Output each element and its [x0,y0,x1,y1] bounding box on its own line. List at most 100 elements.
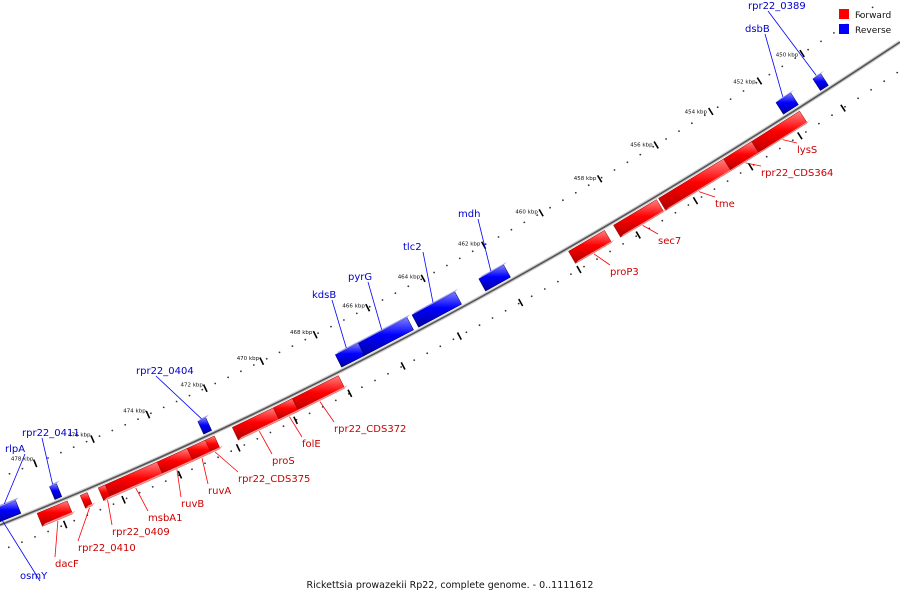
scale-dot [583,265,585,268]
scale-dot [111,429,114,432]
gene-label: ruvA [208,486,231,497]
gene-leader-line [319,401,335,423]
gene-mdh: mdh [458,209,511,292]
scale-dot [613,169,616,171]
gene-pyrG: pyrG [348,272,414,357]
map-caption: Rickettsia prowazekii Rp22, complete gen… [307,580,594,591]
scale-dot [778,147,781,150]
gene-block-bevel [42,510,76,527]
scale-dot [240,370,242,373]
gene-label: msbA1 [148,513,183,524]
scale-dot [726,180,729,183]
scale-dot [150,412,152,415]
major-tick [797,132,803,140]
gene-block-bevel [103,494,114,501]
major-tick [365,303,371,312]
major-tick [312,330,318,339]
scale-dot [60,451,62,454]
gene-ruvA: ruvA [185,439,231,497]
gene-block-bevel [620,208,667,238]
gene-label: proP3 [610,267,639,278]
scale-dot [394,292,397,295]
gene-block-bevel [775,89,794,103]
scale-dot [175,400,178,403]
scale-dot [60,525,63,528]
gene-label: rpr22_CDS372 [334,424,406,435]
major-tick [518,298,524,307]
scale-dot [596,258,598,260]
scale-dot [622,243,624,245]
tick-label: 474 kbp [123,409,146,415]
major-tick [653,141,659,149]
scale-dot [204,462,206,465]
gene-lysS: lysS [749,110,817,156]
scale-dot [742,90,745,92]
scale-dot [536,214,539,217]
scale-dot [562,199,564,202]
gene-leader-line [367,281,383,330]
scale-dot [713,188,716,191]
gene-label: osmY [20,571,48,582]
tick-label: 466 kbp [342,303,365,309]
scale-dot [661,219,664,222]
legend-forward-swatch [839,9,849,19]
tick-label: 478 kbp [11,456,34,462]
scale-dot [138,491,141,494]
gene-label: rpr22_0411 [22,428,80,439]
gene-tlc2: tlc2 [403,242,462,328]
scale-dot [857,97,859,100]
scale-dot [7,546,10,549]
major-tick [145,410,151,419]
scale-dot [452,338,455,341]
scale-dot [600,176,603,179]
scale-dot [517,302,520,305]
major-tick [293,416,299,425]
gene-rpr22_0411: rpr22_0411 [22,428,80,500]
gene-leader-line [3,453,26,505]
gene-osmY: osmY [0,516,48,582]
gene-rpr22_0410: rpr22_0410 [77,492,136,554]
tick-label: 470 kbp [237,356,260,362]
gene-block-bevel [730,150,762,171]
gene-label: rpr22_0409 [112,527,170,538]
scale-dot [833,32,835,34]
gene-leader-line [155,375,202,419]
major-tick [596,174,603,183]
scale-dot [557,280,559,283]
scale-dot [439,345,442,348]
gene-label: folE [302,439,321,450]
scale-dot [755,81,758,84]
scale-dot [407,285,410,288]
scale-dot [818,122,820,125]
major-tick [456,332,462,340]
scale-dot [217,456,220,459]
gene-rpr22_CDS372: rpr22_CDS372 [287,375,406,435]
gene-folE: folE [272,398,321,450]
gene-block-bevel [757,119,811,155]
tick-label: 460 kbp [515,210,538,216]
major-tick [420,274,426,283]
gene-leader-line [642,225,659,235]
scale-dot [73,519,76,522]
scale-dot [896,71,899,74]
scale-dot [504,309,507,312]
scale-dot [188,394,191,397]
gene-leader-line [477,218,492,272]
scale-dot [781,65,784,68]
gene-label: mdh [458,209,480,220]
major-tick [177,470,183,479]
scale-dot [639,153,642,156]
scale-dot [387,372,389,375]
gene-proP3: proP3 [568,230,639,278]
scale-dot [278,351,281,354]
scale-dot [304,338,307,341]
scale-dot [807,48,809,51]
tick-label: 476 kbp [68,433,91,439]
scale-dot [72,446,75,448]
gene-label: rpr22_CDS375 [238,474,310,485]
scale-dot [334,399,337,402]
gene-leader-line [289,416,303,438]
scale-dot [256,437,259,440]
gene-block-bevel [192,449,215,462]
gene-block-bevel [665,167,734,211]
